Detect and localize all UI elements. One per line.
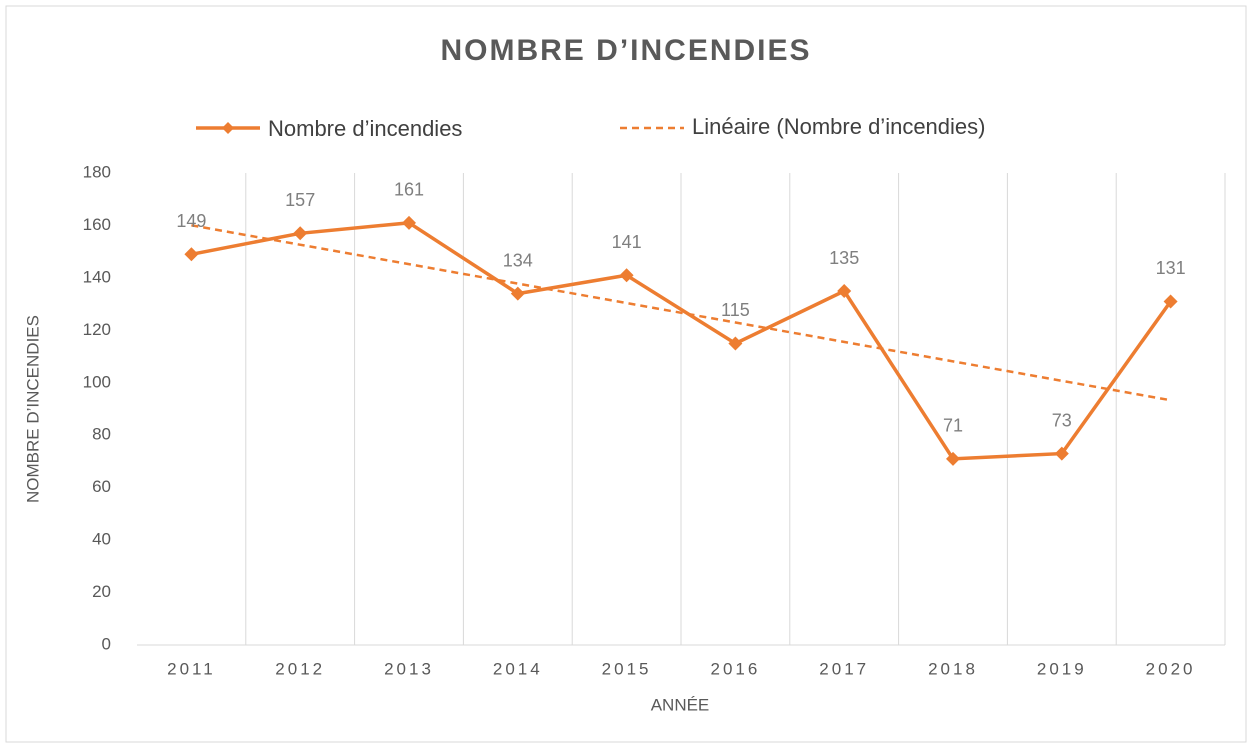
x-tick-label: 2015 (602, 659, 652, 678)
data-label: 141 (612, 232, 642, 252)
data-label: 115 (721, 300, 750, 320)
legend-label: Linéaire (Nombre d’incendies) (692, 114, 985, 139)
point-marker (1163, 294, 1178, 309)
point-marker (293, 226, 308, 241)
y-tick-label: 0 (102, 634, 111, 653)
series-line (191, 221, 1173, 461)
y-tick-label: 160 (83, 215, 111, 234)
point-marker (946, 451, 960, 466)
data-label: 71 (943, 416, 963, 436)
trendline (191, 224, 1171, 402)
y-tick-label: 140 (83, 267, 111, 286)
point-marker (510, 286, 525, 301)
chart-title: NOMBRE D’INCENDIES (440, 34, 811, 67)
chart-border (5, 5, 1247, 743)
y-tick-label: 120 (83, 320, 111, 339)
point-marker (402, 215, 416, 230)
x-tick-label: 2017 (819, 659, 869, 678)
y-tick-label: 80 (92, 425, 111, 444)
point-marker (1054, 446, 1069, 461)
legend-label: Nombre d’incendies (268, 116, 462, 141)
y-tick-label: 60 (92, 477, 111, 496)
x-tick-label: 2019 (1037, 659, 1087, 678)
y-tick-label: 180 (83, 162, 111, 181)
x-tick-label: 2013 (384, 659, 434, 678)
y-tick-label: 40 (92, 530, 111, 549)
x-tick-label: 2020 (1146, 659, 1196, 678)
data-label: 149 (176, 211, 206, 231)
data-label: 134 (503, 250, 533, 270)
y-tick-label: 100 (83, 372, 111, 391)
point-marker (728, 336, 743, 351)
point-marker (619, 268, 634, 283)
point-marker (184, 247, 199, 262)
x-tick-label: 2012 (275, 659, 325, 678)
data-label: 135 (829, 248, 859, 268)
data-label: 157 (285, 190, 315, 210)
data-label: 131 (1156, 258, 1186, 278)
x-tick-label: 2014 (493, 659, 543, 678)
legend-marker (222, 122, 234, 134)
x-tick-label: 2018 (928, 659, 978, 678)
x-axis-label: ANNÉE (651, 695, 710, 714)
point-marker (837, 284, 852, 298)
x-tick-label: 2016 (710, 659, 760, 678)
x-tick-label: 2011 (167, 659, 216, 678)
y-axis-label: NOMBRE D’INCENDIES (23, 315, 42, 503)
y-tick-label: 20 (92, 582, 111, 601)
data-label: 161 (394, 180, 424, 200)
data-label: 73 (1052, 410, 1072, 430)
